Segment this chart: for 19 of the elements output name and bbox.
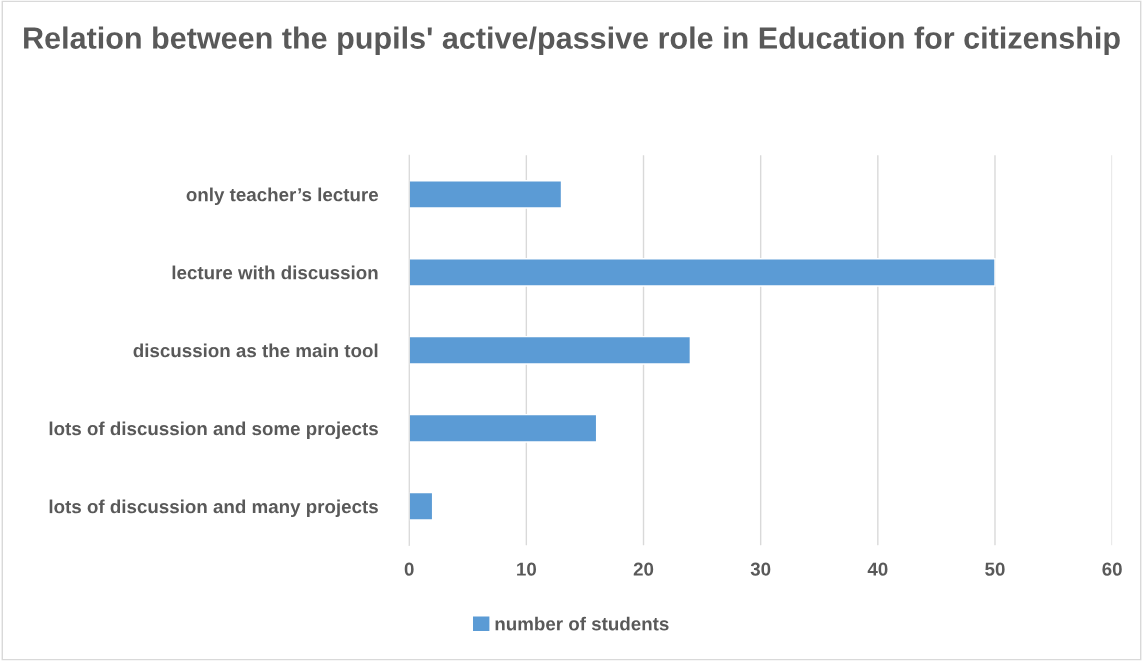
y-tick-label: only teacher’s lecture [186, 187, 379, 206]
y-tick-label: lots of discussion and many projects [49, 499, 378, 518]
x-tick-label: 20 [633, 562, 654, 576]
x-tick-label: 60 [1102, 562, 1122, 576]
legend-label: number of students [495, 616, 669, 631]
x-tick-label: 50 [985, 562, 1005, 576]
bar [409, 179, 563, 209]
y-tick-label: lecture with discussion [172, 265, 378, 280]
bar [409, 413, 598, 443]
bar [409, 491, 434, 521]
bar [409, 257, 996, 287]
x-tick-label: 40 [867, 562, 888, 576]
x-tick-label: 10 [517, 562, 537, 576]
x-tick-label: 0 [404, 562, 414, 576]
y-tick-label: discussion as the main tool [133, 343, 378, 358]
x-tick-label: 30 [750, 562, 771, 576]
y-tick-label: lots of discussion and some projects [49, 421, 378, 440]
bar [409, 335, 692, 365]
chart-title: Relation between the pupils' active/passive role in Education for citizenship [24, 26, 1120, 55]
